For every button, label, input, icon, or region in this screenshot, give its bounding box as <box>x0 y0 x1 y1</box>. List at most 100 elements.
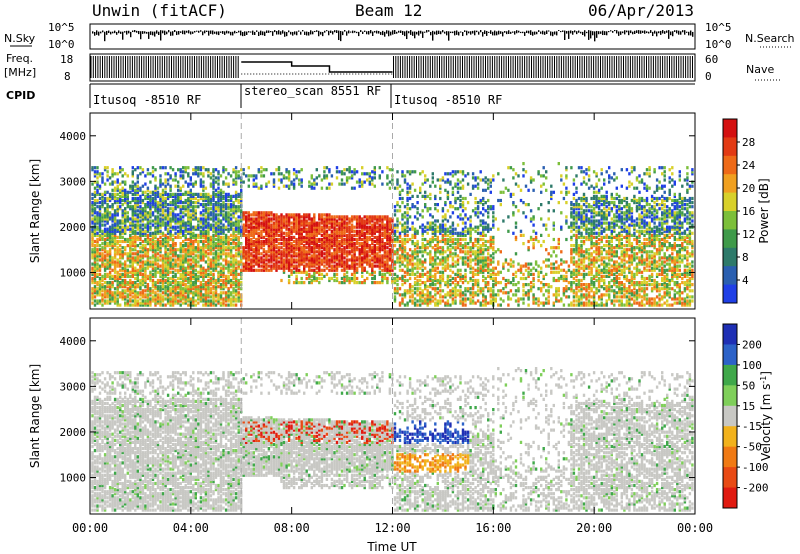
heatmap-cell <box>257 242 260 246</box>
heatmap-cell <box>222 237 225 242</box>
heatmap-cell <box>103 244 107 248</box>
heatmap-cell <box>169 262 172 266</box>
noise-mark <box>650 30 652 33</box>
heatmap-cell <box>113 223 117 227</box>
heatmap-cell <box>146 258 150 262</box>
heatmap-cell <box>98 278 102 283</box>
heatmap-cell <box>177 217 180 221</box>
heatmap-cell <box>146 248 150 252</box>
heatmap-cell <box>124 274 127 278</box>
heatmap-cell <box>361 166 364 170</box>
heatmap-cell <box>101 242 104 246</box>
heatmap-cell <box>98 293 102 297</box>
heatmap-cell <box>287 184 291 188</box>
heatmap-cell <box>192 233 195 237</box>
heatmap-cell <box>131 235 134 239</box>
heatmap-cell <box>222 209 225 213</box>
heatmap-cell <box>159 194 162 198</box>
heatmap-cell <box>126 219 129 223</box>
heatmap-cell <box>202 166 205 170</box>
heatmap-cell <box>98 227 102 231</box>
heatmap-cell <box>353 170 356 174</box>
heatmap-cell <box>159 166 162 170</box>
heatmap-cell <box>348 219 351 223</box>
heatmap-cell <box>101 283 104 287</box>
heatmap-cell <box>189 272 192 276</box>
heatmap-cell <box>187 166 190 170</box>
heatmap-cell <box>287 178 291 182</box>
noise-mark <box>94 31 96 36</box>
heatmap-cell <box>345 233 349 237</box>
heatmap-cell <box>340 239 344 244</box>
heatmap-cell <box>179 266 182 270</box>
heatmap-cell <box>209 246 213 250</box>
heatmap-cell <box>371 270 374 274</box>
heatmap-cell <box>350 256 354 260</box>
heatmap-cell <box>247 254 250 258</box>
noise-mark <box>572 31 574 35</box>
heatmap-cell <box>350 260 354 264</box>
heatmap-cell <box>113 297 117 301</box>
heatmap-cell <box>197 225 200 229</box>
heatmap-cell <box>159 213 162 217</box>
heatmap-cell <box>328 235 331 239</box>
heatmap-cell <box>250 268 253 272</box>
noise-mark <box>396 31 398 34</box>
heatmap-cell <box>199 196 203 201</box>
heatmap-cell <box>298 219 301 223</box>
heatmap-cell <box>91 248 94 252</box>
heatmap-cell <box>171 242 175 246</box>
noise-mark <box>586 31 588 34</box>
heatmap-cell <box>184 295 187 299</box>
heatmap-cell <box>282 258 286 262</box>
heatmap-cell <box>371 233 374 237</box>
heatmap-cell <box>136 213 139 217</box>
heatmap-cell <box>308 217 311 221</box>
heatmap-cell <box>139 283 142 287</box>
heatmap-cell <box>179 201 182 205</box>
heatmap-cell <box>174 281 177 285</box>
heatmap-cell <box>207 256 210 260</box>
heatmap-cell <box>108 274 112 278</box>
heatmap-cell <box>204 301 208 305</box>
heatmap-cell <box>207 198 210 203</box>
noise-mark <box>580 31 582 34</box>
heatmap-cell <box>383 260 387 264</box>
heatmap-cell <box>103 266 107 270</box>
heatmap-cell <box>179 299 182 303</box>
heatmap-cell <box>103 196 107 201</box>
heatmap-cell <box>361 256 364 260</box>
heatmap-cell <box>212 268 215 272</box>
heatmap-cell <box>303 227 306 231</box>
heatmap-cell <box>282 215 286 219</box>
heatmap-cell <box>159 246 162 250</box>
heatmap-cell <box>275 268 278 272</box>
heatmap-cell <box>161 207 165 211</box>
heatmap-cell <box>199 258 203 262</box>
heatmap-cell <box>182 276 185 281</box>
heatmap-cell <box>318 276 321 281</box>
noise-mark <box>664 31 666 34</box>
heatmap-cell <box>232 295 235 299</box>
heatmap-cell <box>202 250 205 254</box>
heatmap-cell <box>197 217 200 221</box>
heatmap-cell <box>353 270 356 274</box>
heatmap-cell <box>262 250 266 254</box>
heatmap-cell <box>325 225 329 229</box>
heatmap-cell <box>91 293 94 297</box>
heatmap-cell <box>386 229 389 233</box>
heatmap-cell <box>108 213 112 217</box>
noise-mark <box>466 30 468 36</box>
heatmap-cell <box>388 235 392 239</box>
heatmap-cell <box>227 260 230 264</box>
heatmap-cell <box>101 215 104 219</box>
heatmap-cell <box>98 235 102 239</box>
heatmap-cell <box>93 258 97 262</box>
heatmap-cell <box>318 268 321 272</box>
heatmap-cell <box>179 244 182 248</box>
heatmap-cell <box>194 239 197 244</box>
heatmap-cell <box>247 239 250 244</box>
heatmap-cell <box>245 264 248 268</box>
heatmap-cell <box>202 248 205 252</box>
heatmap-cell <box>93 264 97 268</box>
